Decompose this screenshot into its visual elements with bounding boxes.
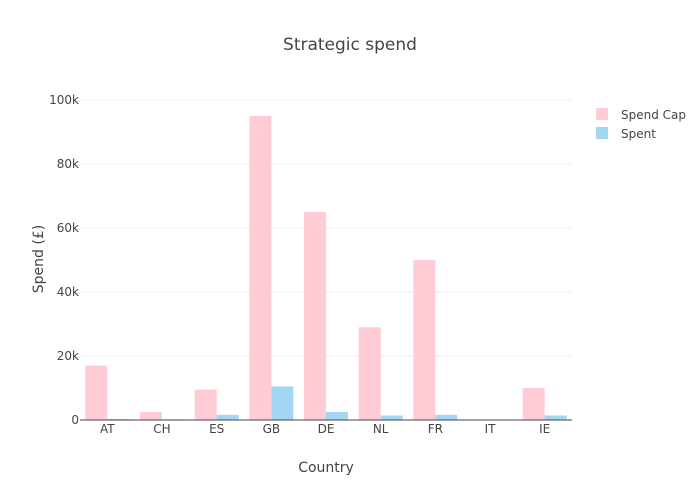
legend-label-spend-cap: Spend Cap [621, 108, 686, 122]
bar-spent-ie[interactable] [544, 415, 567, 420]
x-tick-label: FR [428, 422, 443, 436]
legend-swatch-spent[interactable] [596, 127, 608, 139]
x-tick-label: IE [539, 422, 550, 436]
legend: Spend Cap Spent [596, 108, 686, 141]
y-tick-labels: 0 20k 40k 60k 80k 100k [49, 93, 79, 427]
bar-spend-cap-gb[interactable] [249, 116, 272, 420]
x-axis-title: Country [298, 460, 354, 476]
y-tick-label: 40k [57, 285, 79, 299]
x-tick-label: NL [373, 422, 389, 436]
y-tick-label: 80k [57, 157, 79, 171]
x-tick-label: ES [209, 422, 224, 436]
x-tick-label: CH [153, 422, 170, 436]
x-tick-labels: AT CH ES GB DE NL FR IT IE [100, 422, 550, 436]
bar-spent-gb[interactable] [271, 386, 294, 420]
bar-spend-cap-ie[interactable] [522, 388, 545, 420]
x-tick-label: GB [263, 422, 281, 436]
y-tick-label: 100k [49, 93, 79, 107]
chart-title: Strategic spend [283, 35, 417, 55]
y-axis-title: Spend (£) [31, 225, 47, 293]
bar-spent-fr[interactable] [435, 414, 458, 420]
bar-spend-cap-de[interactable] [304, 212, 326, 420]
x-tick-label: IT [485, 422, 497, 436]
legend-swatch-spend-cap[interactable] [596, 108, 608, 120]
bar-spent-de[interactable] [326, 412, 348, 420]
legend-label-spent: Spent [621, 127, 656, 141]
bar-spend-cap-at[interactable] [85, 365, 108, 420]
bar-spend-cap-nl[interactable] [358, 327, 381, 420]
bar-spent-es[interactable] [216, 414, 239, 420]
bar-spent-nl[interactable] [380, 415, 403, 420]
bars [85, 116, 567, 420]
bar-spend-cap-es[interactable] [194, 389, 217, 420]
bar-spend-cap-ch[interactable] [140, 412, 162, 420]
y-tick-label: 60k [57, 221, 79, 235]
x-tick-label: AT [100, 422, 115, 436]
bar-spend-cap-fr[interactable] [413, 260, 436, 420]
x-tick-label: DE [318, 422, 335, 436]
y-tick-label: 20k [57, 349, 79, 363]
y-tick-label: 0 [71, 413, 79, 427]
